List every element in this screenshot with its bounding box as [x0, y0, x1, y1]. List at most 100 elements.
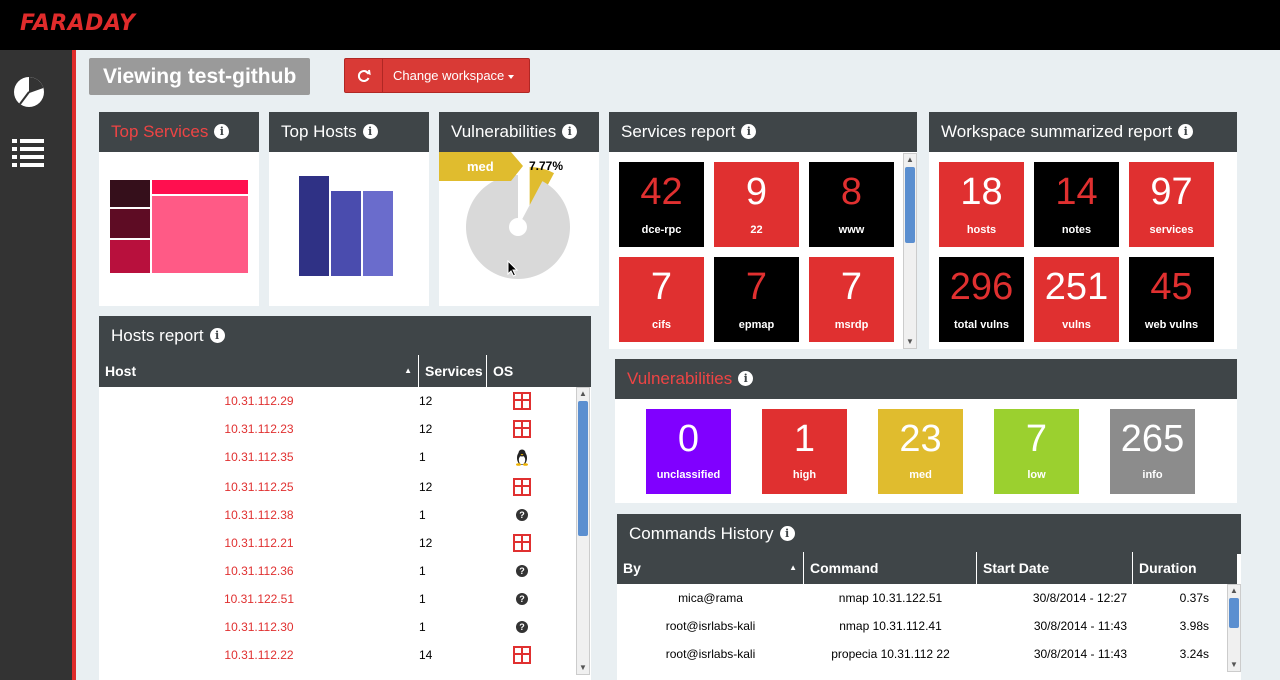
os-cell [487, 443, 547, 471]
commands-table-body: mica@rama nmap 10.31.122.51 30/8/2014 - 12… [617, 584, 1225, 680]
table-row[interactable]: root@isrlabs-kali nmap 10.31.112.41 30/8/2… [617, 612, 1225, 640]
scroll-up-icon[interactable]: ▲ [906, 155, 914, 164]
hosts-report-panel: Hosts report i Host ▲ Services OS 10.31.11… [99, 316, 591, 680]
info-icon[interactable]: i [214, 124, 230, 139]
refresh-icon[interactable] [345, 59, 383, 92]
change-workspace-button[interactable]: Change workspace [344, 58, 530, 93]
table-row[interactable]: 10.31.112.29 12 [99, 387, 576, 415]
unknown-os-icon: ? [516, 509, 528, 521]
os-cell: ? [487, 557, 547, 585]
tile-count: 7 [745, 266, 768, 308]
stat-tile[interactable]: 7 cifs [619, 257, 704, 342]
table-row[interactable]: 10.31.112.21 12 [99, 529, 576, 557]
host-link[interactable]: 10.31.112.35 [224, 450, 294, 464]
stat-tile[interactable]: 42 dce-rpc [619, 162, 704, 247]
table-row[interactable]: 10.31.112.36 1? [99, 557, 576, 585]
info-icon[interactable]: i [738, 371, 754, 386]
treemap-cell[interactable] [110, 209, 150, 238]
scroll-thumb[interactable] [1229, 598, 1239, 628]
stat-tile[interactable]: 45 web vulns [1129, 257, 1214, 342]
scroll-thumb[interactable] [578, 401, 588, 536]
faraday-logo[interactable]: FARADAY [20, 11, 136, 36]
stat-tile[interactable]: 7 msrdp [809, 257, 894, 342]
host-link[interactable]: 10.31.112.38 [224, 508, 294, 522]
col-host[interactable]: Host ▲ [99, 355, 419, 387]
services-scrollbar[interactable]: ▲ ▼ [903, 153, 917, 349]
tile-count: 7 [840, 266, 863, 308]
tile-label: www [838, 224, 865, 236]
table-row[interactable]: 10.31.112.35 1 [99, 443, 576, 471]
top-hosts-panel: Top Hosts i [269, 112, 429, 306]
table-row[interactable]: 10.31.112.23 12 [99, 415, 576, 443]
severity-tile-info[interactable]: 265 info [1110, 409, 1195, 494]
info-icon[interactable]: i [562, 124, 578, 139]
tile-label: 22 [750, 224, 763, 236]
scroll-up-icon[interactable]: ▲ [1230, 586, 1238, 595]
table-row[interactable]: 10.31.112.30 1? [99, 613, 576, 641]
host-link[interactable]: 10.31.112.25 [224, 480, 294, 494]
table-row[interactable]: 10.31.112.22 14 [99, 641, 576, 669]
host-link[interactable]: 10.31.112.23 [224, 422, 294, 436]
stat-tile[interactable]: 251 vulns [1034, 257, 1119, 342]
stat-tile[interactable]: 18 hosts [939, 162, 1024, 247]
top-hosts-title: Top Hosts [281, 122, 357, 141]
table-row[interactable]: root@isrlabs-kali propecia 10.31.112 22 30… [617, 640, 1225, 668]
host-link[interactable]: 10.31.112.36 [224, 564, 294, 578]
hosts-scrollbar[interactable]: ▲ ▼ [576, 387, 590, 675]
vulnerabilities-header: Vulnerabilities i [615, 359, 1237, 399]
col-by[interactable]: By ▲ [617, 552, 804, 584]
svg-text:?: ? [519, 622, 525, 632]
host-link[interactable]: 10.31.112.22 [224, 648, 294, 662]
commands-history-panel: Commands History i By ▲ Command Start Date… [617, 514, 1241, 680]
host-link[interactable]: 10.31.112.30 [224, 620, 294, 634]
scroll-thumb[interactable] [905, 167, 915, 243]
stat-tile[interactable]: 9 22 [714, 162, 799, 247]
mouse-cursor-icon [507, 260, 519, 277]
treemap-cell[interactable] [152, 196, 248, 273]
scroll-up-icon[interactable]: ▲ [579, 389, 587, 398]
sort-icon[interactable]: ▲ [404, 366, 412, 375]
sidebar-accent [72, 50, 76, 680]
col-duration[interactable]: Duration [1139, 560, 1197, 576]
sort-icon[interactable]: ▲ [789, 563, 797, 572]
scroll-down-icon[interactable]: ▼ [906, 337, 914, 346]
col-start-date[interactable]: Start Date [977, 552, 1133, 584]
info-icon[interactable]: i [779, 526, 795, 541]
stat-tile[interactable]: 8 www [809, 162, 894, 247]
commands-scrollbar[interactable]: ▲ ▼ [1227, 584, 1241, 672]
severity-tile-unclassified[interactable]: 0 unclassified [646, 409, 731, 494]
info-icon[interactable]: i [741, 124, 757, 139]
host-link[interactable]: 10.31.112.21 [224, 536, 294, 550]
stat-tile[interactable]: 7 epmap [714, 257, 799, 342]
col-command[interactable]: Command [804, 552, 977, 584]
table-row[interactable]: 10.31.122.51 1? [99, 585, 576, 613]
info-icon[interactable]: i [1178, 124, 1194, 139]
stat-tile[interactable]: 14 notes [1034, 162, 1119, 247]
severity-tile-med[interactable]: 23 med [878, 409, 963, 494]
col-os[interactable]: OS [493, 363, 514, 379]
info-icon[interactable]: i [362, 124, 378, 139]
stat-tile[interactable]: 296 total vulns [939, 257, 1024, 342]
col-services[interactable]: Services [419, 355, 487, 387]
scroll-down-icon[interactable]: ▼ [579, 663, 587, 672]
info-icon[interactable]: i [209, 328, 225, 343]
svg-text:?: ? [519, 594, 525, 604]
pie-chart-icon[interactable] [12, 75, 46, 109]
table-row[interactable]: mica@rama nmap 10.31.122.51 30/8/2014 - 12… [617, 584, 1225, 612]
treemap-cell[interactable] [110, 240, 150, 273]
host-link[interactable]: 10.31.122.51 [223, 592, 295, 606]
table-row[interactable]: 10.31.112.25 12 [99, 473, 576, 501]
table-row[interactable]: 10.31.112.38 1? [99, 501, 576, 529]
host-link[interactable]: 10.31.112.29 [224, 394, 294, 408]
treemap-cell[interactable] [110, 180, 150, 207]
list-icon[interactable] [12, 136, 46, 170]
command-start-date: 30/8/2014 - 11:43 [1033, 619, 1127, 633]
host-bar[interactable] [363, 191, 393, 276]
severity-tile-low[interactable]: 7 low [994, 409, 1079, 494]
host-bar[interactable] [299, 176, 329, 276]
stat-tile[interactable]: 97 services [1129, 162, 1214, 247]
scroll-down-icon[interactable]: ▼ [1230, 660, 1238, 669]
treemap-cell[interactable] [152, 180, 248, 194]
host-bar[interactable] [331, 191, 361, 276]
severity-tile-high[interactable]: 1 high [762, 409, 847, 494]
